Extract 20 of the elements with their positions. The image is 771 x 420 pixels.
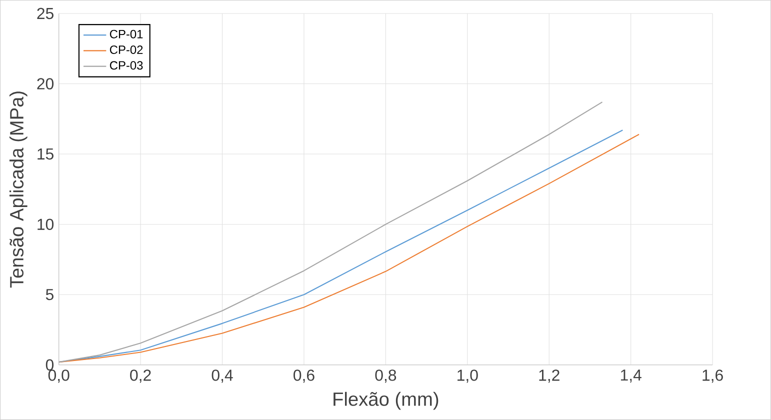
y-axis-title: Tensão Aplicada (MPa) — [9, 92, 28, 288]
x-axis-title: Flexão (mm) — [334, 392, 438, 410]
y-tick-label: 0 — [46, 359, 54, 371]
y-tick-label: 15 — [38, 148, 54, 160]
legend-label: CP-03 — [110, 61, 143, 70]
y-tick-label: 25 — [37, 8, 54, 20]
x-tick-label: 1,6 — [702, 370, 723, 383]
x-tick-label: 1,0 — [458, 370, 478, 383]
x-tick-label: 1,4 — [620, 370, 642, 383]
y-tick-label: 5 — [46, 289, 54, 300]
x-tick-label: 0,6 — [294, 370, 314, 383]
legend-label: CP-01 — [110, 30, 143, 38]
y-tick-label: 20 — [37, 78, 54, 90]
x-tick-label: 0,8 — [375, 370, 396, 383]
x-tick-label: 1,2 — [539, 370, 560, 383]
y-tick-label: 10 — [38, 218, 54, 230]
legend-label: CP-02 — [110, 46, 143, 54]
x-tick-label: 0,2 — [130, 370, 151, 383]
x-tick-label: 0,4 — [212, 370, 233, 383]
x-tick-label: 0,0 — [48, 370, 70, 383]
